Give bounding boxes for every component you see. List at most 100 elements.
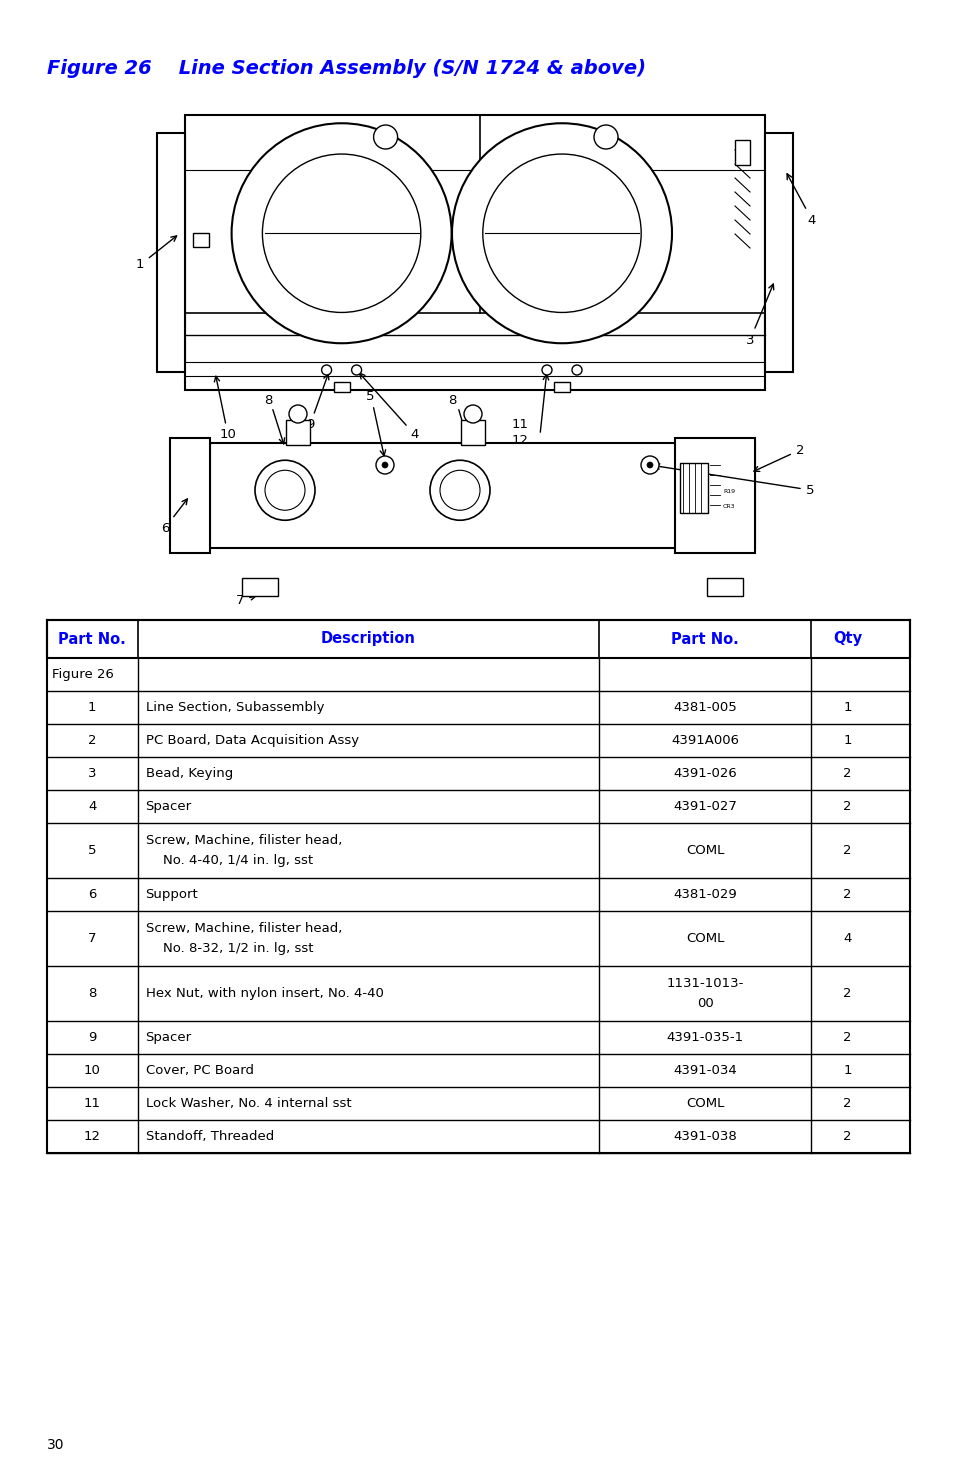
Text: 5: 5 [88, 844, 96, 857]
Text: 8: 8 [447, 394, 456, 407]
Text: 7: 7 [235, 593, 255, 606]
Circle shape [594, 125, 618, 149]
Text: 11: 11 [84, 1097, 101, 1111]
Bar [334, 382, 349, 392]
Text: Standoff, Threaded: Standoff, Threaded [146, 1130, 274, 1143]
Text: 8: 8 [264, 394, 272, 407]
Text: Line Section, Subassembly: Line Section, Subassembly [146, 701, 324, 714]
Text: 30: 30 [47, 1438, 65, 1451]
Text: Part No.: Part No. [58, 631, 126, 646]
Circle shape [262, 153, 420, 313]
Circle shape [452, 124, 671, 344]
Text: COML: COML [685, 844, 723, 857]
Text: 2: 2 [842, 799, 851, 813]
Bar [185, 115, 764, 389]
Circle shape [254, 460, 314, 521]
Text: 11: 11 [511, 419, 528, 432]
Text: 12: 12 [84, 1130, 101, 1143]
Text: 2: 2 [88, 735, 96, 746]
Text: 12: 12 [511, 434, 528, 447]
Text: 4391-035-1: 4391-035-1 [666, 1031, 742, 1044]
Text: Figure 26    Line Section Assembly (S/N 1724 & above): Figure 26 Line Section Assembly (S/N 172… [47, 59, 645, 78]
Text: 9: 9 [88, 1031, 96, 1044]
Circle shape [321, 364, 332, 375]
Text: 6: 6 [88, 888, 96, 901]
Text: Spacer: Spacer [146, 1031, 192, 1044]
Text: 4391-027: 4391-027 [673, 799, 737, 813]
Text: 4: 4 [359, 373, 418, 441]
Circle shape [375, 456, 394, 473]
Text: Description: Description [321, 631, 416, 646]
Circle shape [289, 406, 307, 423]
Text: 4391-038: 4391-038 [673, 1130, 736, 1143]
Bar [764, 133, 792, 372]
Text: 5: 5 [654, 463, 814, 497]
Text: 2: 2 [842, 844, 851, 857]
Text: 4391A006: 4391A006 [670, 735, 739, 746]
Circle shape [463, 406, 481, 423]
Bar [157, 133, 185, 372]
Text: No. 4-40, 1/4 in. lg, sst: No. 4-40, 1/4 in. lg, sst [146, 854, 313, 867]
Text: COML: COML [685, 1097, 723, 1111]
Text: 4: 4 [786, 174, 816, 227]
Text: 2: 2 [842, 1097, 851, 1111]
Text: Spacer: Spacer [146, 799, 192, 813]
Text: 4: 4 [842, 932, 851, 945]
Circle shape [541, 364, 552, 375]
Text: Part No.: Part No. [671, 631, 739, 646]
Text: COML: COML [685, 932, 723, 945]
Text: Hex Nut, with nylon insert, No. 4-40: Hex Nut, with nylon insert, No. 4-40 [146, 987, 383, 1000]
Text: 2: 2 [842, 987, 851, 1000]
Text: 1: 1 [88, 701, 96, 714]
Text: 2: 2 [842, 1130, 851, 1143]
Text: CR3: CR3 [722, 504, 735, 509]
Text: 2: 2 [842, 1031, 851, 1044]
Text: 4381-005: 4381-005 [673, 701, 736, 714]
Bar [47, 620, 909, 658]
Circle shape [381, 462, 388, 468]
Text: 10: 10 [84, 1063, 101, 1077]
Text: Support: Support [146, 888, 198, 901]
Bar [706, 578, 742, 596]
Bar [210, 442, 754, 549]
Text: No. 8-32, 1/2 in. lg, sst: No. 8-32, 1/2 in. lg, sst [146, 943, 313, 954]
Text: R19: R19 [722, 490, 735, 494]
Bar [193, 233, 209, 246]
Circle shape [352, 364, 361, 375]
Circle shape [265, 471, 305, 510]
Text: Screw, Machine, filister head,: Screw, Machine, filister head, [146, 922, 341, 935]
Text: Qty: Qty [832, 631, 862, 646]
Text: 9: 9 [306, 375, 329, 432]
Text: 2: 2 [842, 767, 851, 780]
Text: 1: 1 [842, 735, 851, 746]
Circle shape [430, 460, 490, 521]
Bar [170, 438, 210, 553]
Text: 4: 4 [88, 799, 96, 813]
Text: 4391-034: 4391-034 [673, 1063, 736, 1077]
Bar [554, 382, 569, 392]
Text: Cover, PC Board: Cover, PC Board [146, 1063, 253, 1077]
Text: 7: 7 [88, 932, 96, 945]
Text: Lock Washer, No. 4 internal sst: Lock Washer, No. 4 internal sst [146, 1097, 351, 1111]
Text: Bead, Keying: Bead, Keying [146, 767, 233, 780]
Text: 5: 5 [365, 391, 374, 404]
Circle shape [572, 364, 581, 375]
Text: 6: 6 [161, 499, 187, 534]
Circle shape [232, 124, 451, 344]
Text: 1: 1 [135, 236, 176, 271]
Circle shape [482, 153, 640, 313]
Text: 1131-1013-: 1131-1013- [665, 976, 743, 990]
Bar [242, 578, 277, 596]
Text: Screw, Machine, filister head,: Screw, Machine, filister head, [146, 833, 341, 847]
Text: 00: 00 [696, 997, 713, 1010]
Text: 10: 10 [214, 376, 236, 441]
Text: 8: 8 [88, 987, 96, 1000]
Text: 2: 2 [842, 888, 851, 901]
Text: 3: 3 [745, 285, 773, 347]
Circle shape [374, 125, 397, 149]
Bar [460, 420, 484, 445]
Text: 1: 1 [842, 1063, 851, 1077]
Bar [286, 420, 310, 445]
Text: Figure 26: Figure 26 [52, 668, 113, 681]
Text: 4391-026: 4391-026 [673, 767, 736, 780]
